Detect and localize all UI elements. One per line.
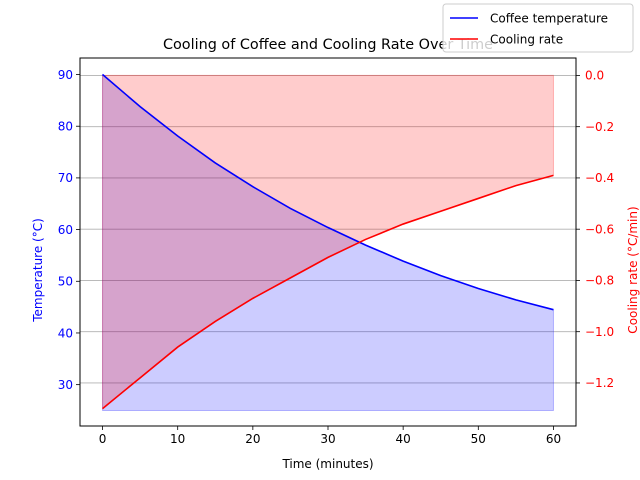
left-tick-label: 50	[58, 275, 73, 289]
left-tick-label: 40	[58, 326, 73, 340]
chart-title: Cooling of Coffee and Cooling Rate Over …	[163, 37, 493, 53]
legend-box	[442, 3, 634, 53]
line-layer	[102, 73, 554, 410]
left-tick-label: 30	[58, 378, 73, 392]
right-tick-label: 0.0	[585, 69, 604, 83]
axis-layer: 0 10 20 30 40 50 60 30 40 50 60 70 80 90 −1.2 −1.0 −0.8 −…	[58, 68, 614, 446]
left-axis-label: Temperature (°C)	[31, 218, 45, 323]
x-axis-label: Time (minutes)	[281, 457, 373, 471]
x-tick-label: 40	[396, 432, 411, 446]
right-tick-label: −1.2	[585, 376, 614, 390]
x-tick-label: 30	[320, 432, 335, 446]
grid-layer	[80, 75, 576, 384]
right-tick-label: −0.6	[585, 222, 614, 236]
x-tick-label: 10	[170, 432, 185, 446]
legend-label-coffee-temperature: Coffee temperature	[490, 12, 608, 26]
right-tick-label: −1.0	[585, 325, 614, 339]
right-tick-label: −0.4	[585, 171, 614, 185]
legend-label-cooling-rate: Cooling rate	[490, 33, 563, 47]
series-line-cooling-rate	[102, 174, 554, 410]
right-tick-label: −0.8	[585, 274, 614, 288]
left-tick-label: 70	[58, 171, 73, 185]
x-tick-label: 50	[471, 432, 486, 446]
left-tick-label: 80	[58, 120, 73, 134]
x-tick-label: 60	[546, 432, 561, 446]
x-tick-label: 0	[99, 432, 107, 446]
series-line-coffee-temperature	[102, 73, 554, 311]
left-tick-label: 90	[58, 68, 73, 82]
left-tick-label: 60	[58, 223, 73, 237]
right-axis-label: Cooling rate (°C/min)	[626, 206, 640, 333]
legend: Coffee temperature Cooling rate	[442, 3, 634, 53]
right-tick-label: −0.2	[585, 120, 614, 134]
x-tick-label: 20	[245, 432, 260, 446]
